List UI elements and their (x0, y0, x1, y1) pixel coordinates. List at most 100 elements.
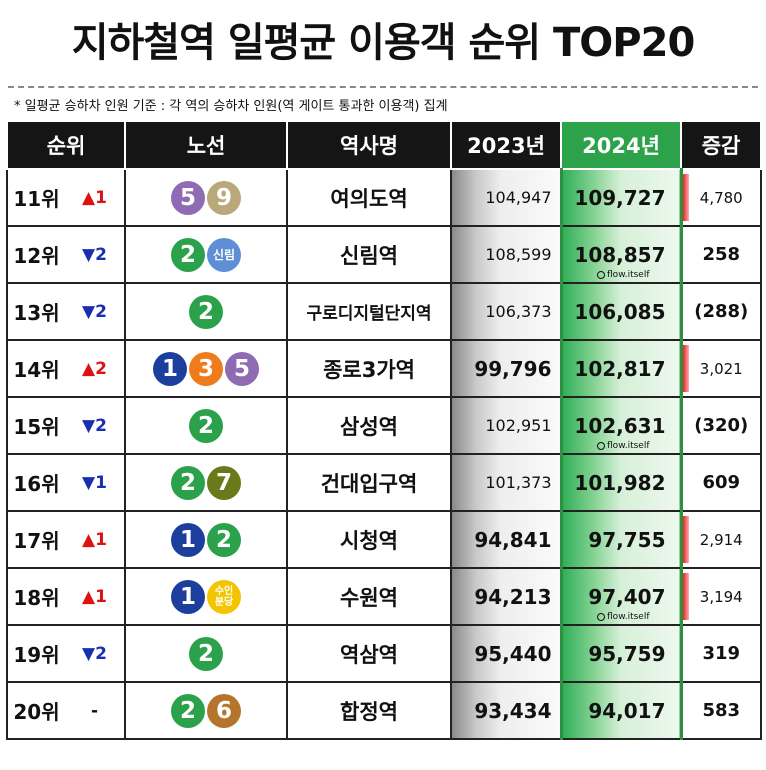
line-badge-text: 수인 (214, 585, 234, 597)
table-body: 11위 ▲1 5 9 여의도역 104,947 109,727 4,780 12위 ▼2 2 신림 신림… (6, 168, 763, 740)
rank-change: ▼1 (65, 453, 127, 512)
table-row: 18위 ▲1 1 수인 분당 수원역 94,213 97,407 flow.itself 3,19… (6, 567, 763, 626)
line-badge-icon: 수인 분당 (207, 579, 242, 614)
value-2024: 101,982 (559, 453, 683, 512)
rank-change: ▼2 (65, 396, 127, 455)
line-cell: 2 (124, 282, 289, 341)
rank-cell: 11위 (6, 168, 65, 227)
line-badge-text: 분당 (214, 596, 234, 608)
change-value-text: (288) (694, 301, 749, 322)
line-badges: 2 신림 (126, 237, 286, 272)
line-cell: 2 (124, 624, 289, 683)
change-value-text: 4,780 (699, 188, 743, 207)
rank-cell: 19위 (6, 624, 65, 683)
value-2024-text: 95,759 (588, 641, 666, 666)
table-row: 16위 ▼1 2 7 건대입구역 101,373 101,982 609 (6, 453, 763, 512)
line-badge-icon: 3 (189, 351, 224, 386)
change-value-text: 583 (702, 700, 741, 721)
value-2024-text: 106,085 (574, 299, 666, 324)
station-name: 수원역 (286, 567, 453, 626)
change-value: (288) (680, 282, 763, 341)
increase-bar (682, 573, 689, 620)
rank-change: ▲1 (65, 168, 127, 227)
line-badge-icon: 6 (207, 693, 242, 728)
change-value: 2,914 (680, 510, 763, 569)
rank-cell: 16위 (6, 453, 65, 512)
value-2024: 94,017 (559, 681, 683, 740)
value-2024: 108,857 flow.itself (559, 225, 683, 284)
station-name: 삼성역 (286, 396, 453, 455)
value-2024-text: 101,982 (574, 470, 666, 495)
increase-bar (682, 345, 689, 392)
header-line: 노선 (124, 120, 289, 170)
value-2023: 106,373 (450, 282, 563, 341)
increase-bar (682, 174, 689, 221)
line-badge-icon: 7 (207, 465, 242, 500)
change-value: 583 (680, 681, 763, 740)
line-badge-icon: 2 (189, 294, 224, 329)
station-name: 역삼역 (286, 624, 453, 683)
change-value: 3,021 (680, 339, 763, 398)
change-value: 609 (680, 453, 763, 512)
value-2023: 101,373 (450, 453, 563, 512)
ranking-table: 순위 노선 역사명 2023년 2024년 증감 11위 ▲1 5 9 여의도역 104,… (5, 120, 763, 740)
line-badge-icon: 신림 (207, 237, 242, 272)
header-rank: 순위 (5, 120, 127, 170)
line-badge-icon: 2 (189, 408, 224, 443)
line-badge-icon: 1 (171, 522, 206, 557)
header-station: 역사명 (286, 120, 453, 170)
rank-change: ▲1 (65, 510, 127, 569)
station-name: 신림역 (286, 225, 453, 284)
line-badge-icon: 2 (189, 636, 224, 671)
station-name: 합정역 (286, 681, 453, 740)
value-2024: 106,085 (559, 282, 683, 341)
rank-change: - (65, 681, 127, 740)
value-2024-text: 109,727 (574, 185, 666, 210)
dashed-divider (8, 86, 758, 88)
watermark-text: flow.itself (607, 270, 650, 280)
header-2024: 2024년 (560, 120, 683, 170)
line-badge-icon: 2 (207, 522, 242, 557)
station-name: 여의도역 (286, 168, 453, 227)
line-badge-icon: 2 (171, 237, 206, 272)
table-row: 20위 -2 6 합정역 93,434 94,017 583 (6, 681, 763, 740)
change-value-text: 2,914 (699, 530, 743, 549)
page-title: 지하철역 일평균 이용객 순위 TOP20 (71, 20, 696, 66)
rank-change: ▼2 (65, 624, 127, 683)
rank-change: ▲1 (65, 567, 127, 626)
line-cell: 2 (124, 396, 289, 455)
value-2024: 102,631 flow.itself (559, 396, 683, 455)
value-2023: 108,599 (450, 225, 563, 284)
rank-cell: 14위 (6, 339, 65, 398)
value-2024-text: 108,857 (574, 242, 666, 267)
watermark: flow.itself (597, 441, 650, 451)
change-value-text: 3,194 (699, 587, 743, 606)
change-value-text: 258 (702, 244, 741, 265)
change-value-text: 3,021 (699, 359, 743, 378)
instagram-icon (597, 442, 606, 450)
table-row: 15위 ▼2 2 삼성역 102,951 102,631 flow.itself (320) (6, 396, 763, 455)
rank-cell: 20위 (6, 681, 65, 740)
station-name: 구로디지털단지역 (286, 282, 453, 341)
value-2024-text: 94,017 (588, 698, 666, 723)
watermark: flow.itself (597, 612, 650, 622)
value-2024-text: 97,755 (588, 527, 666, 552)
value-2024-text: 102,817 (574, 356, 666, 381)
instagram-icon (597, 271, 606, 279)
line-badge-icon: 5 (171, 180, 206, 215)
change-value: 4,780 (680, 168, 763, 227)
change-value: 319 (680, 624, 763, 683)
table-row: 17위 ▲1 1 2 시청역 94,841 97,755 2,914 (6, 510, 763, 569)
change-value: (320) (680, 396, 763, 455)
value-2023: 102,951 (450, 396, 563, 455)
line-cell: 2 신림 (124, 225, 289, 284)
value-2024-text: 102,631 (574, 413, 666, 438)
